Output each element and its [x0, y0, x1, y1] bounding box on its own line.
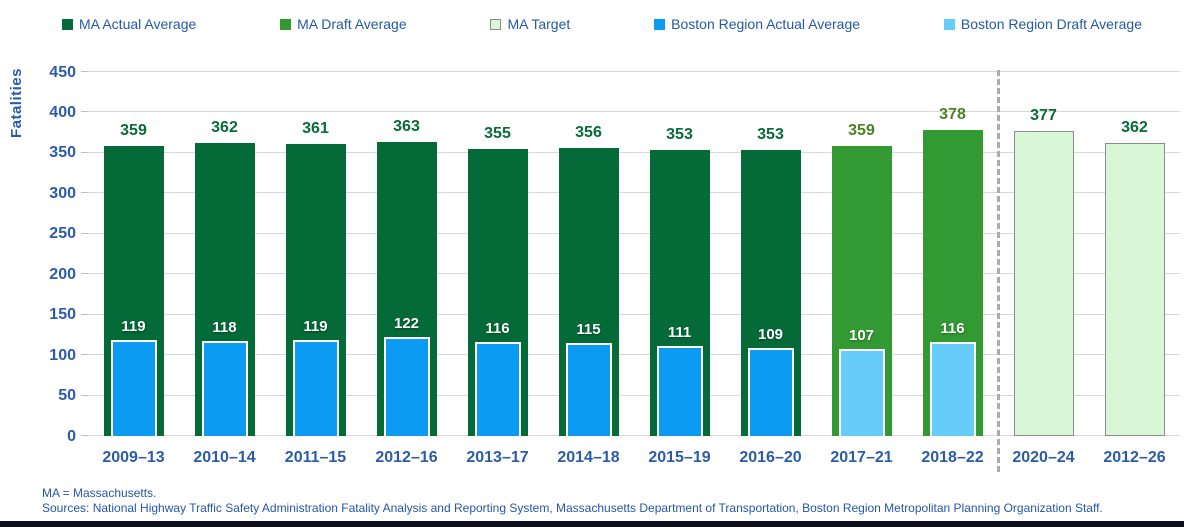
bar-value-label: 363	[393, 118, 420, 136]
legend-item-boston-region-actual-average: Boston Region Actual Average	[654, 16, 860, 32]
x-axis-label-2017-21: 2017–21	[830, 449, 893, 466]
bar-boston-region-actual-average	[383, 337, 430, 436]
bar-boston-region-actual-average	[201, 340, 248, 436]
x-axis-label-2012-26: 2012–26	[1103, 449, 1166, 466]
x-axis-label-2011-15: 2011–15	[284, 449, 347, 466]
bar-value-label: 378	[939, 106, 966, 124]
gridline-50	[88, 394, 1180, 396]
footnote-abbreviation: MA = Massachusetts.	[42, 486, 157, 500]
bar-boston-region-actual-average	[474, 342, 521, 436]
inner-bar-value-label: 118	[212, 318, 237, 336]
bar-boston-region-actual-average	[565, 342, 612, 436]
gridline-250	[88, 232, 1180, 234]
inner-bar-value-label: 111	[667, 324, 692, 342]
bar-value-label: 359	[120, 121, 147, 139]
x-axis-label-2015-19: 2015–19	[648, 449, 711, 466]
legend-label: Boston Region Draft Average	[960, 16, 1142, 32]
x-axis-label-2014-18: 2014–18	[557, 449, 620, 466]
bar-value-label: 353	[757, 126, 784, 144]
y-tickmark	[81, 435, 88, 436]
inner-bar-value-label: 115	[576, 320, 601, 338]
y-tickmark	[81, 192, 88, 194]
y-tick-label: 300	[49, 184, 76, 202]
inner-bar-value-label: 107	[848, 327, 875, 345]
bar-ma-target	[1013, 131, 1074, 436]
y-tick-label: 100	[49, 346, 76, 364]
gridline-450	[88, 71, 1180, 72]
inner-bar-value-label: 119	[303, 317, 328, 335]
bar-boston-region-draft-average	[838, 349, 885, 436]
legend-swatch-boston-region-actual-average-icon	[654, 18, 666, 30]
gridline-100	[88, 354, 1180, 356]
gridline-150	[88, 313, 1180, 315]
y-tick-label: 250	[49, 225, 76, 243]
bar-value-label: 356	[575, 124, 602, 142]
y-tick-label: 0	[67, 427, 76, 445]
bar-value-label: 377	[1030, 107, 1057, 125]
x-axis-label-2013-17: 2013–17	[466, 449, 529, 466]
y-tick-label: 400	[49, 103, 76, 121]
bottom-accent-bar	[0, 521, 1184, 527]
y-tick-label: 150	[49, 306, 76, 324]
bar-value-label: 362	[1121, 119, 1148, 137]
bar-boston-region-draft-average	[929, 342, 976, 436]
footnote-sources: Sources: National Highway Traffic Safety…	[42, 501, 1103, 515]
x-axis-label-2009-13: 2009–13	[102, 449, 165, 466]
x-axis-label-2020-24: 2020–24	[1012, 449, 1075, 466]
legend-swatch-ma-draft-average-icon	[280, 18, 292, 30]
legend-swatch-ma-target-icon	[490, 18, 502, 30]
legend-item-ma-target: MA Target	[490, 16, 570, 32]
x-axis-label-2012-16: 2012–16	[375, 449, 438, 466]
inner-bar-value-label: 116	[940, 320, 965, 338]
plot-area: 0 50 100 150 200 250 300 350 400 450 359 119 2009–13…	[49, 64, 1180, 472]
y-tickmark	[81, 394, 88, 396]
gridline-400	[88, 111, 1180, 113]
footnotes: MA = Massachusetts. Sources: National Hi…	[42, 486, 1103, 516]
bar-ma-target	[1104, 143, 1165, 436]
legend-item-ma-draft-average: MA Draft Average	[280, 16, 407, 32]
bar-value-label: 361	[302, 120, 329, 137]
gridline-200	[88, 273, 1180, 275]
legend-label: MA Draft Average	[297, 16, 407, 32]
gridline-0	[88, 435, 1180, 436]
bar-value-label: 355	[484, 124, 511, 142]
bar-boston-region-actual-average	[110, 339, 157, 436]
bar-boston-region-actual-average	[292, 339, 339, 436]
legend-swatch-ma-actual-average-icon	[62, 18, 73, 30]
legend-swatch-boston-region-draft-average-icon	[943, 18, 955, 30]
bar-value-label: 359	[848, 121, 875, 139]
y-tickmark	[81, 273, 88, 275]
inner-bar-value-label: 116	[485, 320, 510, 338]
legend-label: MA Actual Average	[79, 16, 197, 32]
y-tickmark	[81, 71, 88, 72]
legend-label: MA Target	[507, 16, 571, 32]
y-tick-label: 50	[58, 387, 76, 405]
target-period-separator	[997, 70, 1000, 472]
bar-value-label: 362	[211, 119, 238, 137]
inner-bar-value-label: 122	[393, 315, 420, 333]
bar-boston-region-actual-average	[747, 347, 794, 436]
gridline-300	[88, 192, 1180, 194]
legend: MA Actual Average MA Draft Average MA Targ…	[62, 16, 1142, 32]
x-axis-label-2016-20: 2016–20	[739, 449, 802, 466]
inner-bar-value-label: 109	[757, 325, 784, 343]
bar-value-label: 353	[666, 126, 693, 144]
y-tick-label: 200	[49, 265, 76, 283]
legend-item-boston-region-draft-average: Boston Region Draft Average	[943, 16, 1142, 32]
legend-item-ma-actual-average: MA Actual Average	[62, 16, 196, 32]
x-axis-label-2010-14: 2010–14	[193, 449, 256, 466]
x-axis-label-2018-22: 2018–22	[921, 449, 984, 466]
y-tick-label: 450	[49, 63, 76, 81]
bar-boston-region-actual-average	[656, 346, 703, 436]
inner-bar-value-label: 119	[121, 317, 146, 335]
y-tickmark	[81, 354, 88, 356]
y-tick-label: 350	[49, 144, 76, 162]
legend-label: Boston Region Actual Average	[671, 16, 861, 32]
y-tickmark	[81, 313, 88, 315]
gridline-350	[88, 151, 1180, 153]
y-tickmark	[81, 232, 88, 234]
y-tickmark	[81, 151, 88, 153]
y-tickmark	[81, 111, 88, 113]
